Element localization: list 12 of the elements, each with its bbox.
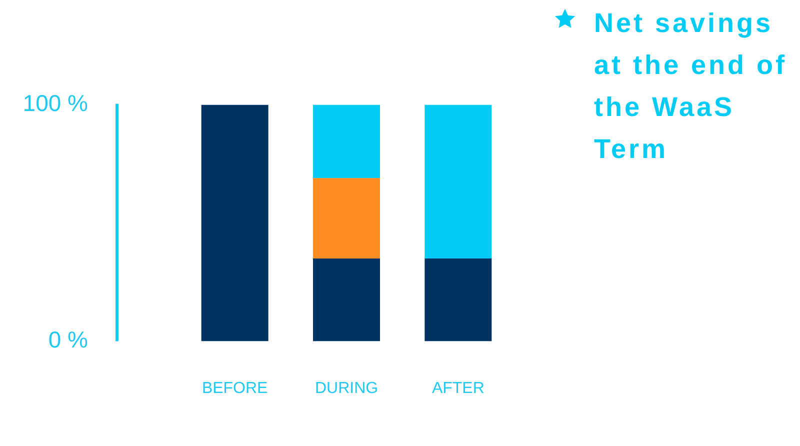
bar [313, 104, 380, 178]
bar [313, 258, 380, 342]
bar [424, 258, 492, 342]
legend-label: Net savings at the end of the WaaS Term [594, 7, 788, 166]
x-tick-label: AFTER [432, 380, 484, 398]
bar [424, 104, 492, 258]
y-tick-label: 0 % [48, 326, 88, 353]
x-tick-label: BEFORE [202, 380, 268, 398]
y-tick-label: 100 % [22, 90, 88, 116]
x-tick-label: DURING [314, 380, 378, 398]
bar [201, 104, 268, 342]
bar [313, 178, 380, 258]
